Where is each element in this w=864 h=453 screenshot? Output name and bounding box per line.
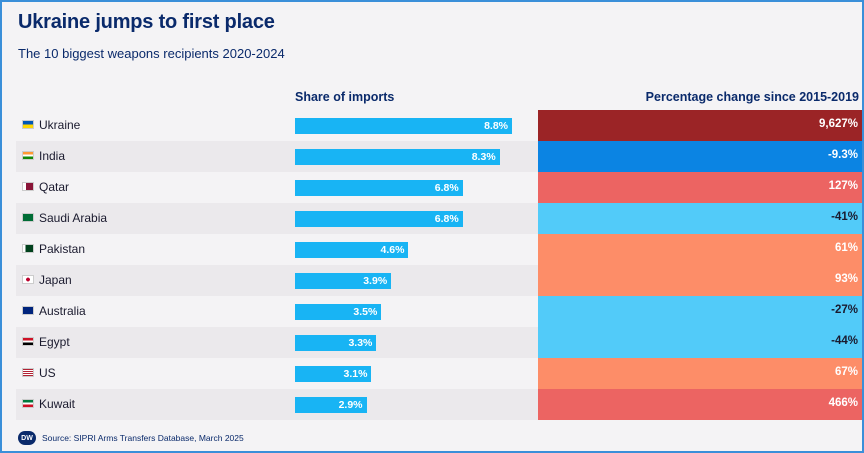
share-value-label: 6.8%: [434, 182, 459, 194]
country-label: India: [39, 149, 66, 163]
share-value-label: 8.3%: [471, 151, 496, 163]
change-cell: -27%: [538, 296, 862, 327]
table-row: US 3.1% 67%: [16, 358, 862, 389]
table-row: Pakistan 4.6% 61%: [16, 234, 862, 265]
share-value-label: 6.8%: [434, 213, 459, 225]
change-value-label: 61%: [834, 242, 858, 254]
table-row: Qatar 6.8% 127%: [16, 172, 862, 203]
flag-ua-icon: [22, 120, 34, 129]
change-cell: -9.3%: [538, 141, 862, 172]
country-label: Qatar: [39, 180, 70, 194]
flag-au-icon: [22, 306, 34, 315]
change-value-label: -27%: [831, 304, 858, 316]
footer: DW Source: SIPRI Arms Transfers Database…: [18, 431, 244, 445]
change-cell: -41%: [538, 203, 862, 234]
share-bar: 3.5%: [295, 304, 382, 320]
change-value-label: 127%: [828, 180, 858, 192]
share-bar: 3.9%: [295, 273, 392, 289]
chart-title: Ukraine jumps to first place: [18, 11, 275, 33]
country-label: Egypt: [39, 335, 70, 349]
share-value-label: 3.1%: [343, 368, 368, 380]
flag-eg-icon: [22, 337, 34, 346]
flag-qa-icon: [22, 182, 34, 191]
share-bar: 4.6%: [295, 242, 409, 258]
table-row: Japan 3.9% 93%: [16, 265, 862, 296]
chart-rows: Ukraine 8.8% 9,627% India 8.3% -9.3% Qatar 6.8%…: [16, 110, 862, 420]
column-header-change: Percentage change since 2015-2019: [645, 90, 859, 104]
flag-in-icon: [22, 151, 34, 160]
share-value-label: 3.3%: [348, 337, 373, 349]
share-bar: 6.8%: [295, 180, 463, 196]
change-value-label: -9.3%: [827, 149, 858, 161]
share-bar: 8.3%: [295, 149, 500, 165]
change-value-label: -44%: [831, 335, 858, 347]
flag-jp-icon: [22, 275, 34, 284]
share-value-label: 3.9%: [363, 275, 388, 287]
share-value-label: 8.8%: [484, 120, 508, 132]
table-row: Kuwait 2.9% 466%: [16, 389, 862, 420]
table-row: Saudi Arabia 6.8% -41%: [16, 203, 862, 234]
country-label: Australia: [39, 304, 86, 318]
share-bar: 8.8%: [295, 118, 512, 134]
share-bar: 3.3%: [295, 335, 377, 351]
flag-pk-icon: [22, 244, 34, 253]
change-value-label: 466%: [828, 397, 858, 409]
source-text: Source: SIPRI Arms Transfers Database, M…: [42, 433, 244, 443]
share-bar: 3.1%: [295, 366, 372, 382]
change-cell: 67%: [538, 358, 862, 389]
dw-logo-icon: DW: [18, 431, 36, 445]
change-cell: 9,627%: [538, 110, 862, 141]
share-bar: 6.8%: [295, 211, 463, 227]
table-row: India 8.3% -9.3%: [16, 141, 862, 172]
column-header-share: Share of imports: [295, 90, 395, 104]
change-cell: 127%: [538, 172, 862, 203]
change-cell: 466%: [538, 389, 862, 420]
country-label: Japan: [39, 273, 72, 287]
table-row: Egypt 3.3% -44%: [16, 327, 862, 358]
change-value-label: -41%: [831, 211, 858, 223]
change-value-label: 9,627%: [818, 118, 858, 130]
flag-us-icon: [22, 368, 34, 377]
country-label: Ukraine: [39, 118, 81, 132]
change-cell: 61%: [538, 234, 862, 265]
country-label: Pakistan: [39, 242, 86, 256]
change-value-label: 67%: [834, 366, 858, 378]
country-label: Saudi Arabia: [39, 211, 108, 225]
table-row: Ukraine 8.8% 9,627%: [16, 110, 862, 141]
table-row: Australia 3.5% -27%: [16, 296, 862, 327]
flag-kw-icon: [22, 399, 34, 408]
share-value-label: 4.6%: [380, 244, 405, 256]
change-cell: -44%: [538, 327, 862, 358]
share-value-label: 3.5%: [353, 306, 378, 318]
share-bar: 2.9%: [295, 397, 367, 413]
chart-subtitle: The 10 biggest weapons recipients 2020-2…: [18, 46, 285, 61]
country-label: US: [39, 366, 56, 380]
share-value-label: 2.9%: [338, 399, 363, 411]
change-cell: 93%: [538, 265, 862, 296]
country-label: Kuwait: [39, 397, 76, 411]
change-value-label: 93%: [834, 273, 858, 285]
flag-sa-icon: [22, 213, 34, 222]
